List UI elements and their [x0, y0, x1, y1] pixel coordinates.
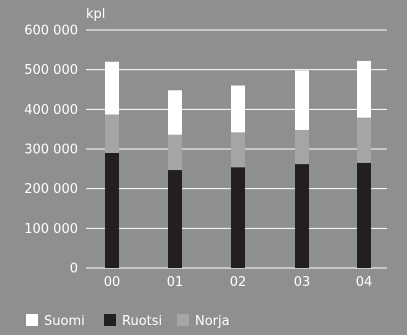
legend-label-norja: Norja	[195, 314, 230, 329]
y-tick-label: 200 000	[24, 182, 78, 197]
bar-segment-norja-00	[105, 114, 119, 153]
bar-segment-suomi-02	[231, 85, 245, 133]
y-tick-label: 0	[70, 262, 78, 277]
y-axis-unit-label: kpl	[86, 7, 105, 22]
x-tick-label: 03	[294, 275, 311, 290]
bar-segment-suomi-00	[105, 61, 119, 115]
y-tick-label: 500 000	[24, 63, 78, 78]
bar-segment-ruotsi-01	[168, 170, 182, 268]
bar-segment-norja-01	[168, 134, 182, 171]
bar-segment-suomi-01	[168, 90, 182, 135]
bar-segment-norja-03	[295, 129, 309, 165]
x-axis-tick-labels: 00 01 02 03 04	[104, 275, 373, 290]
legend: Suomi Ruotsi Norja	[26, 314, 230, 329]
bar-segment-suomi-04	[357, 60, 371, 118]
x-tick-label: 04	[356, 275, 373, 290]
legend-swatch-norja	[177, 314, 189, 326]
x-tick-label: 01	[167, 275, 184, 290]
bar-segment-norja-04	[357, 117, 371, 163]
bar-segment-ruotsi-04	[357, 162, 371, 268]
x-tick-label: 02	[230, 275, 247, 290]
legend-label-ruotsi: Ruotsi	[122, 314, 162, 329]
bar-segment-ruotsi-02	[231, 167, 245, 268]
x-tick-label: 00	[104, 275, 121, 290]
bar-segment-ruotsi-00	[105, 152, 119, 268]
bar-segment-suomi-03	[295, 70, 309, 130]
legend-label-suomi: Suomi	[44, 314, 85, 329]
y-axis-tick-labels: 0 100 000 200 000 300 000 400 000 500 000 600 …	[24, 24, 78, 277]
y-tick-label: 300 000	[24, 143, 78, 158]
legend-swatch-suomi	[26, 314, 38, 326]
y-tick-label: 600 000	[24, 24, 78, 39]
y-tick-label: 400 000	[24, 103, 78, 118]
y-tick-label: 100 000	[24, 222, 78, 237]
bars	[105, 60, 371, 268]
legend-swatch-ruotsi	[104, 314, 116, 326]
bar-segment-norja-02	[231, 132, 245, 168]
bar-segment-ruotsi-03	[295, 164, 309, 268]
